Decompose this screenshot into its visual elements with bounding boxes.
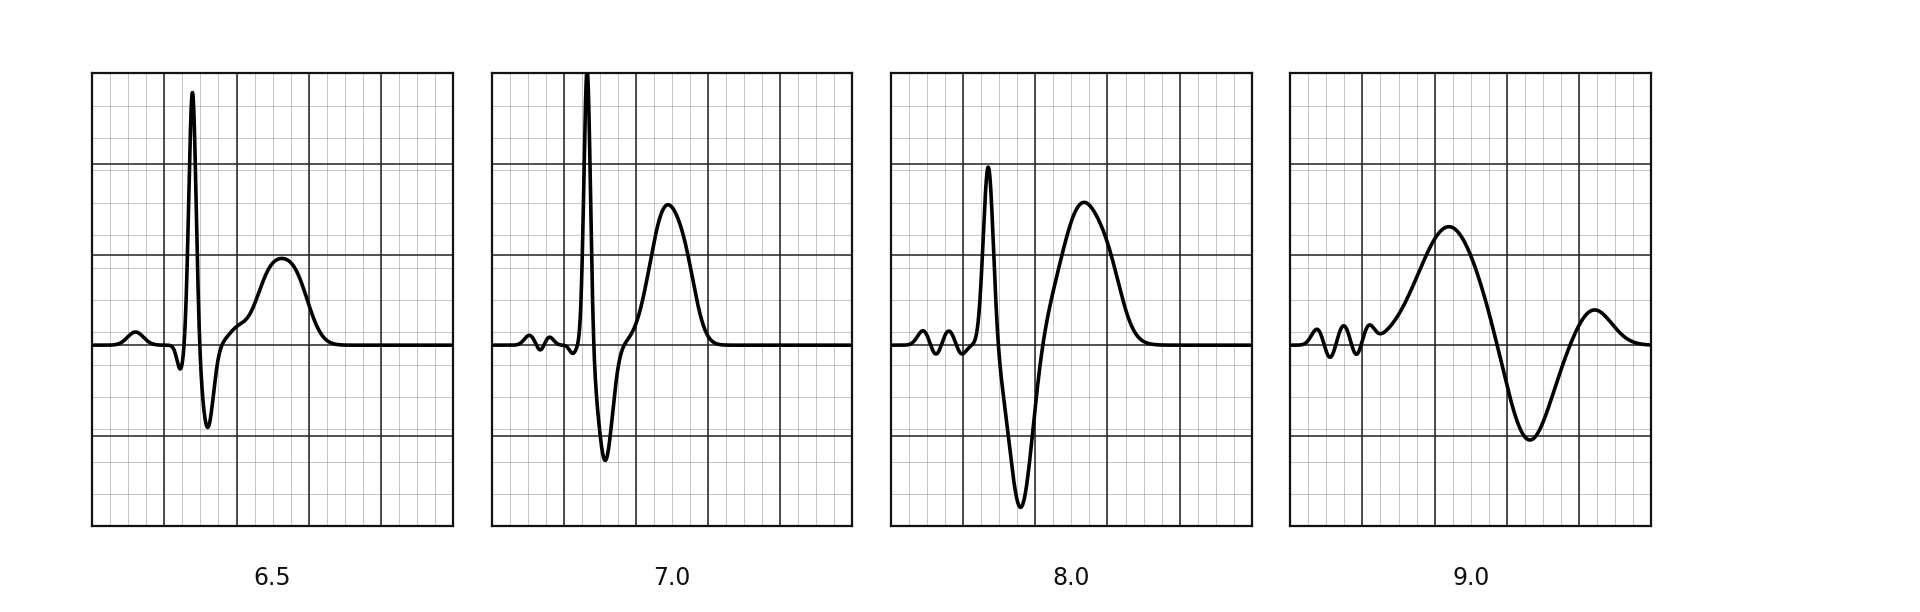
Text: 9.0: 9.0 bbox=[1452, 566, 1490, 591]
Text: 8.0: 8.0 bbox=[1052, 566, 1091, 591]
Text: 6.5: 6.5 bbox=[253, 566, 292, 591]
Text: 7.0: 7.0 bbox=[653, 566, 691, 591]
